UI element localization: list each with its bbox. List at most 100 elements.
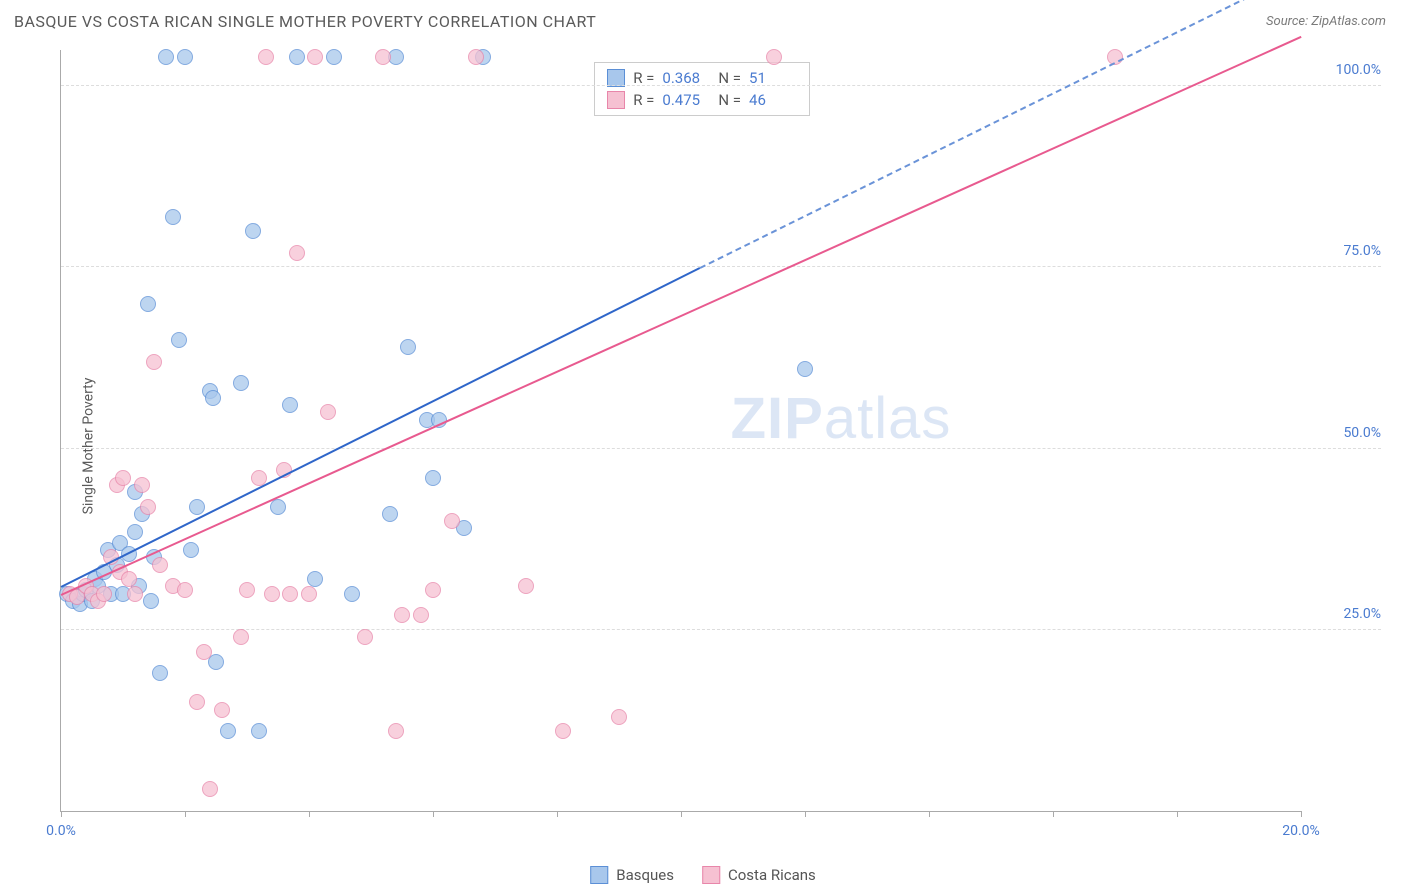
- scatter-point: [245, 223, 261, 239]
- scatter-point: [96, 586, 112, 602]
- legend-label: Basques: [616, 866, 674, 884]
- trend-line: [61, 36, 1302, 596]
- scatter-point: [127, 524, 143, 540]
- x-tick: [61, 811, 62, 817]
- scatter-point: [177, 49, 193, 65]
- x-tick: [1301, 811, 1302, 817]
- legend-stats-box: R =0.368N =51R =0.475N =46: [594, 62, 810, 116]
- scatter-point: [394, 607, 410, 623]
- chart-title: BASQUE VS COSTA RICAN SINGLE MOTHER POVE…: [14, 12, 596, 31]
- y-tick-label: 100.0%: [1311, 62, 1381, 78]
- scatter-point: [375, 49, 391, 65]
- scatter-point: [388, 723, 404, 739]
- scatter-point: [425, 582, 441, 598]
- bottom-legend: Basques Costa Ricans: [590, 866, 816, 884]
- scatter-point: [233, 375, 249, 391]
- legend-label: Costa Ricans: [728, 866, 816, 884]
- scatter-point: [239, 582, 255, 598]
- scatter-point: [177, 582, 193, 598]
- stat-r-label: R =: [633, 91, 654, 109]
- scatter-point: [220, 723, 236, 739]
- trend-line-extrapolated: [699, 0, 1301, 269]
- scatter-point: [289, 49, 305, 65]
- x-tick: [557, 811, 558, 817]
- x-tick: [1053, 811, 1054, 817]
- stat-n-label: N =: [718, 91, 741, 109]
- legend-swatch: [607, 91, 625, 109]
- y-tick-label: 75.0%: [1311, 243, 1381, 259]
- scatter-point: [202, 781, 218, 797]
- scatter-point: [270, 499, 286, 515]
- gridline-horizontal: [61, 85, 1381, 86]
- legend-swatch: [590, 866, 608, 884]
- legend-item: Basques: [590, 866, 674, 884]
- chart-header: BASQUE VS COSTA RICAN SINGLE MOTHER POVE…: [0, 0, 1406, 39]
- legend-stats-row: R = 0.475 N = 46: [607, 89, 797, 111]
- scatter-point: [766, 49, 782, 65]
- x-tick: [805, 811, 806, 817]
- scatter-point: [797, 361, 813, 377]
- x-tick: [1177, 811, 1178, 817]
- scatter-point: [214, 702, 230, 718]
- scatter-point: [140, 296, 156, 312]
- watermark-light: atlas: [824, 386, 952, 451]
- stat-n-value: 46: [749, 91, 797, 109]
- scatter-point: [183, 542, 199, 558]
- x-tick: [681, 811, 682, 817]
- gridline-horizontal: [61, 266, 1381, 267]
- scatter-point: [143, 593, 159, 609]
- x-tick: [433, 811, 434, 817]
- scatter-point: [165, 209, 181, 225]
- scatter-point: [400, 339, 416, 355]
- scatter-point: [152, 557, 168, 573]
- scatter-point: [134, 477, 150, 493]
- scatter-point: [468, 49, 484, 65]
- scatter-point: [307, 49, 323, 65]
- x-tick-label: 20.0%: [1282, 823, 1320, 839]
- legend-swatch: [702, 866, 720, 884]
- scatter-point: [282, 586, 298, 602]
- scatter-point: [611, 709, 627, 725]
- scatter-point: [208, 654, 224, 670]
- trend-line: [61, 268, 700, 589]
- scatter-point: [171, 332, 187, 348]
- scatter-point: [344, 586, 360, 602]
- chart-container: Single Mother Poverty ZIPatlas R =0.368N…: [50, 50, 1386, 842]
- scatter-point: [196, 644, 212, 660]
- legend-item: Costa Ricans: [702, 866, 816, 884]
- scatter-point: [158, 49, 174, 65]
- scatter-point: [320, 404, 336, 420]
- scatter-point: [251, 723, 267, 739]
- gridline-horizontal: [61, 448, 1381, 449]
- scatter-point: [115, 470, 131, 486]
- x-tick-label: 0.0%: [46, 823, 76, 839]
- plot-area: ZIPatlas R =0.368N =51R =0.475N =46 25.0…: [60, 50, 1301, 812]
- scatter-point: [326, 49, 342, 65]
- scatter-point: [205, 390, 221, 406]
- scatter-point: [382, 506, 398, 522]
- y-tick-label: 25.0%: [1311, 606, 1381, 622]
- scatter-point: [555, 723, 571, 739]
- watermark-bold: ZIP: [731, 386, 824, 451]
- gridline-horizontal: [61, 629, 1381, 630]
- scatter-point: [152, 665, 168, 681]
- scatter-point: [140, 499, 156, 515]
- scatter-point: [127, 586, 143, 602]
- x-tick: [185, 811, 186, 817]
- scatter-point: [301, 586, 317, 602]
- scatter-point: [357, 629, 373, 645]
- y-tick-label: 50.0%: [1311, 425, 1381, 441]
- scatter-point: [413, 607, 429, 623]
- stat-r-value: 0.475: [662, 91, 710, 109]
- scatter-point: [264, 586, 280, 602]
- scatter-point: [189, 499, 205, 515]
- x-tick: [929, 811, 930, 817]
- scatter-point: [189, 694, 205, 710]
- chart-source: Source: ZipAtlas.com: [1266, 14, 1386, 29]
- watermark: ZIPatlas: [731, 385, 952, 452]
- scatter-point: [146, 354, 162, 370]
- scatter-point: [233, 629, 249, 645]
- scatter-point: [425, 470, 441, 486]
- scatter-point: [444, 513, 460, 529]
- x-tick: [309, 811, 310, 817]
